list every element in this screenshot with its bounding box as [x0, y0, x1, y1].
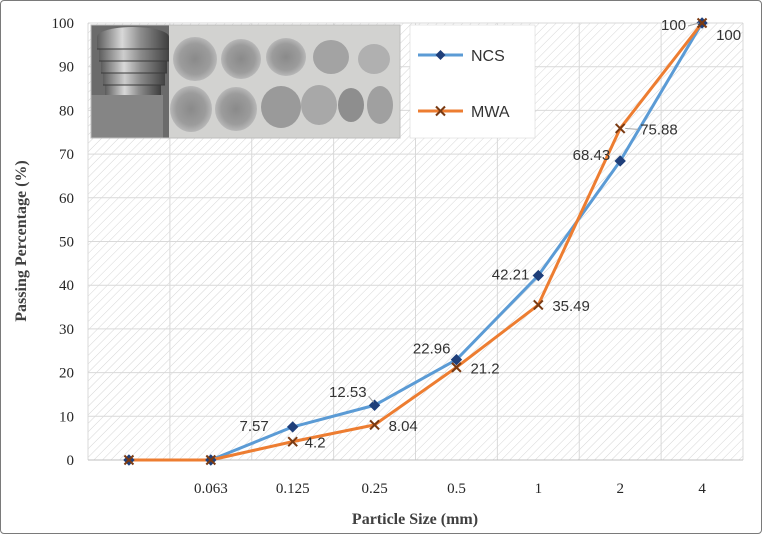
mwa-point: [696, 17, 708, 29]
y-tick-label: 0: [67, 453, 75, 469]
y-tick-label: 70: [59, 147, 74, 163]
mwa-point: [205, 454, 217, 466]
mwa-point: [614, 123, 626, 134]
x-tick-label: 4: [698, 481, 706, 497]
ncs-point: [286, 421, 299, 433]
mwa-data-label: 75.88: [640, 121, 678, 138]
mwa-data-label: 4.2: [305, 435, 326, 452]
legend: NCS MWA: [409, 24, 536, 139]
x-tick-label: 0.25: [361, 481, 387, 497]
series-line-mwa: [128, 22, 704, 462]
mwa-point: [369, 419, 380, 431]
mwa-data-label: 8.04: [389, 418, 418, 435]
y-tick-label: 20: [59, 366, 74, 382]
ncs-data-label: 68.43: [573, 147, 611, 164]
series-line-ncs: [128, 22, 704, 462]
ncs-point: [450, 353, 463, 366]
ncs-data-label: 42.21: [492, 267, 530, 284]
ncs-data-label: 12.53: [329, 384, 367, 401]
y-tick-label: 10: [59, 409, 74, 425]
y-tick-label: 80: [59, 103, 74, 119]
x-tick-label: 2: [616, 481, 624, 497]
data-labels: 7.57 12.53 22.96 42.21 68.43 100 4.2 8.04 21.2 35…: [239, 17, 741, 452]
legend-label-ncs: NCS: [471, 48, 505, 65]
ncs-data-label: 100: [661, 17, 686, 34]
ncs-point: [368, 399, 381, 411]
label-leader-line: [368, 395, 374, 403]
ncs-point: [614, 155, 626, 167]
x-tick-label: 0.063: [194, 481, 228, 497]
legend-label-mwa: MWA: [471, 104, 510, 121]
mwa-data-label: 21.2: [470, 360, 499, 377]
x-axis-title: Particle Size (mm): [352, 511, 478, 528]
legend-marker: [435, 105, 446, 117]
y-tick-label: 60: [59, 191, 74, 207]
y-tick-label: 100: [52, 16, 75, 32]
mwa-point: [451, 362, 462, 373]
series-layer: [123, 17, 708, 466]
ncs-data-label: 22.96: [413, 341, 451, 358]
y-tick-label: 50: [59, 235, 74, 251]
sieve-and-aggregate-samples-photo: [90, 24, 401, 139]
mwa-data-label: 100: [716, 27, 741, 44]
y-axis-title: Passing Percentage (%): [13, 160, 30, 321]
ncs-point: [532, 269, 545, 282]
x-tick-label: 0.125: [276, 481, 310, 497]
mwa-point: [123, 454, 135, 466]
y-tick-label: 90: [59, 60, 74, 76]
label-leader-line: [625, 127, 639, 130]
mwa-point: [533, 299, 544, 311]
mwa-data-label: 35.49: [552, 298, 590, 315]
mwa-point: [287, 436, 298, 447]
label-leader-line: [687, 22, 700, 27]
legend-marker: [435, 50, 446, 60]
y-tick-label: 40: [59, 278, 74, 294]
x-tick-label: 0.5: [447, 481, 466, 497]
x-tick-label: 1: [535, 481, 543, 497]
ncs-data-label: 7.57: [239, 418, 268, 435]
y-tick-label: 30: [59, 322, 74, 338]
